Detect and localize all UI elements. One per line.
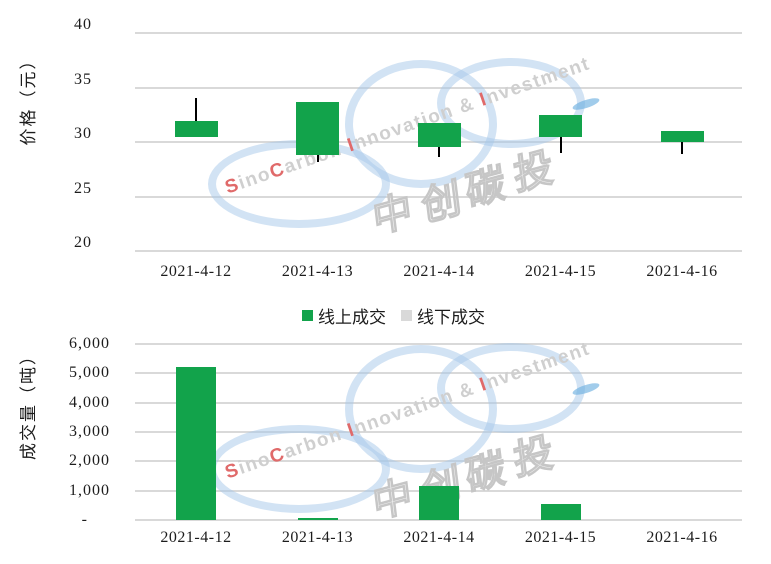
- price-xtick-label: 2021-4-16: [646, 263, 718, 280]
- volume-bar: [176, 367, 216, 520]
- legend-label-online: 线上成交: [318, 308, 386, 327]
- watermark-cn-char: 中: [370, 186, 415, 243]
- price-ytick-label: 35: [74, 70, 92, 88]
- price-gridline: [135, 32, 742, 34]
- volume-xtick-label: 2021-4-14: [403, 529, 475, 546]
- candle-body: [539, 114, 582, 137]
- legend-swatch-offline: [401, 310, 412, 321]
- volume-ytick-label: 1,000: [69, 481, 110, 499]
- price-ytick-label: 20: [74, 234, 92, 251]
- candle-wick: [681, 131, 683, 154]
- watermark-cn-char: 投: [511, 428, 556, 485]
- price-gridline: [135, 195, 742, 198]
- price-ytick-label: 40: [74, 16, 92, 33]
- price-gridline: [135, 250, 742, 252]
- watermark-cn-char: 中: [370, 471, 415, 528]
- price-xtick-label: 2021-4-15: [524, 263, 597, 280]
- volume-ytick-label: 5,000: [69, 364, 110, 382]
- price-ytick-label: 30: [74, 125, 92, 142]
- watermark-cn-char: 碳: [463, 444, 508, 501]
- volume-xtick-label: 2021-4-16: [646, 529, 718, 546]
- watermark-cn-char: 投: [511, 143, 556, 200]
- candle-body: [417, 123, 461, 148]
- legend-item-offline: 线下成交: [401, 303, 485, 328]
- volume-bar: [540, 503, 581, 520]
- watermark-cn-char: 创: [419, 174, 464, 231]
- volume-ytick-label: -: [81, 511, 88, 528]
- volume-xtick-label: 2021-4-15: [524, 529, 597, 546]
- legend-label-offline: 线下成交: [417, 308, 485, 327]
- price-xtick-label: 2021-4-13: [281, 263, 354, 280]
- volume-ytick-label: 4,000: [69, 393, 110, 411]
- legend: 线上成交 线下成交: [302, 303, 485, 328]
- price-ytick-label: 25: [74, 179, 92, 197]
- volume-ytick-label: 3,000: [69, 423, 110, 440]
- volume-gridline: [135, 519, 742, 521]
- candle-body: [660, 131, 704, 142]
- volume-gridline: [135, 343, 742, 345]
- candle-body: [174, 121, 218, 137]
- candle-body: [296, 101, 339, 156]
- volume-ytick-label: 2,000: [69, 452, 110, 470]
- volume-bar: [419, 485, 459, 520]
- price-xtick-label: 2021-4-12: [160, 263, 232, 280]
- watermark-cn-char: 碳: [463, 159, 508, 216]
- legend-item-online: 线上成交: [302, 303, 386, 328]
- price-xtick-label: 2021-4-14: [403, 263, 475, 280]
- volume-xtick-label: 2021-4-13: [281, 529, 354, 546]
- volume-ytick-label: 6,000: [69, 335, 110, 352]
- legend-swatch-online: [302, 310, 313, 321]
- volume-xtick-label: 2021-4-12: [160, 529, 232, 546]
- candle-wick: [195, 98, 197, 137]
- volume-bar: [297, 518, 338, 520]
